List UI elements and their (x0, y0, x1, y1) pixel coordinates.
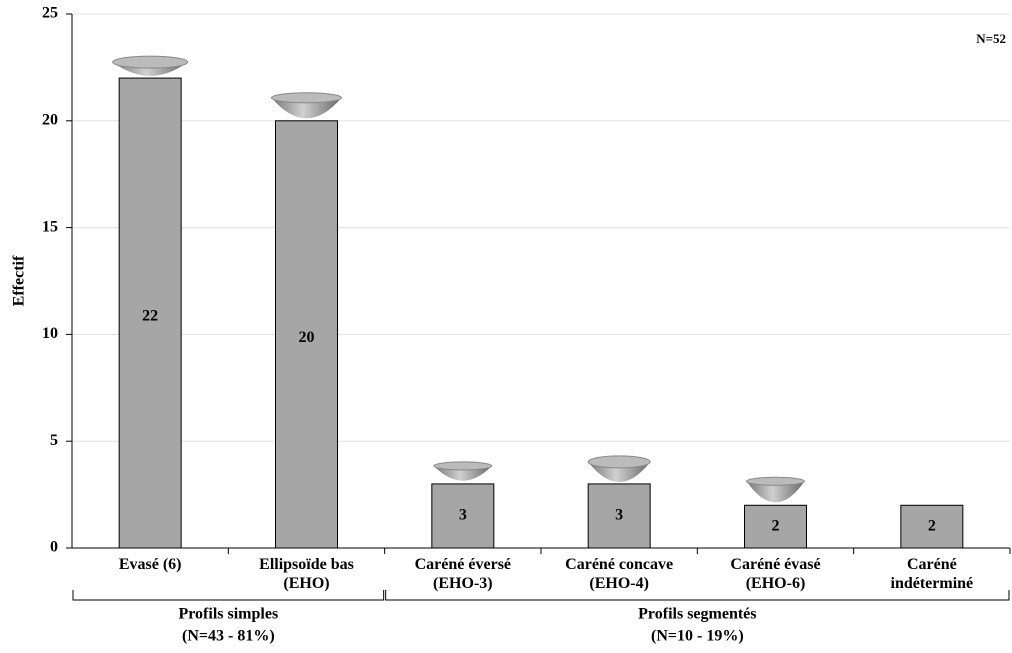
bar (900, 504, 964, 549)
bar (275, 120, 338, 549)
vessel-icon (271, 97, 342, 119)
value-label: 2 (772, 517, 780, 534)
group-bracket (72, 590, 385, 601)
vessel-rim (746, 476, 805, 486)
vessel-rim (112, 55, 189, 69)
x-tick-label: Caréné concave (EHO-4) (565, 556, 674, 592)
x-tick-label: Caréné évasé (EHO-6) (730, 556, 821, 592)
vessel-rim (271, 92, 342, 104)
bar (431, 483, 495, 549)
y-tick-label: 5 (50, 432, 58, 449)
vessel-rim (587, 455, 651, 469)
y-tick-label: 25 (42, 5, 58, 22)
annotation: N=52 (976, 31, 1006, 46)
bar (587, 483, 651, 549)
y-tick-label: 20 (42, 111, 58, 128)
group-note: (N=43 - 81%) (182, 628, 275, 645)
vessel-rim (433, 461, 493, 471)
bar (744, 504, 807, 549)
x-tick-label: Ellipsoïde bas (EHO) (259, 556, 354, 592)
group-bracket (385, 590, 1010, 601)
y-tick-label: 0 (50, 539, 58, 556)
vessel-icon (746, 481, 805, 503)
group-note: (N=10 - 19%) (651, 628, 744, 645)
x-tick-label: Evasé (6) (118, 556, 182, 573)
group-label: Profils segmentés (638, 606, 756, 623)
value-label: 3 (459, 507, 467, 524)
group-label: Profils simples (178, 606, 278, 623)
value-label: 22 (142, 308, 158, 325)
value-label: 20 (299, 329, 315, 346)
value-label: 3 (615, 507, 623, 524)
bar (118, 77, 182, 549)
x-tick-label: Caréné éversé (EHO-3) (414, 556, 512, 592)
y-tick-label: 15 (42, 218, 58, 235)
y-tick-label: 10 (42, 325, 58, 342)
x-tick-label: Caréné indéterminé (890, 556, 974, 592)
y-axis-label: Effectif (11, 255, 28, 306)
value-label: 2 (928, 517, 936, 534)
